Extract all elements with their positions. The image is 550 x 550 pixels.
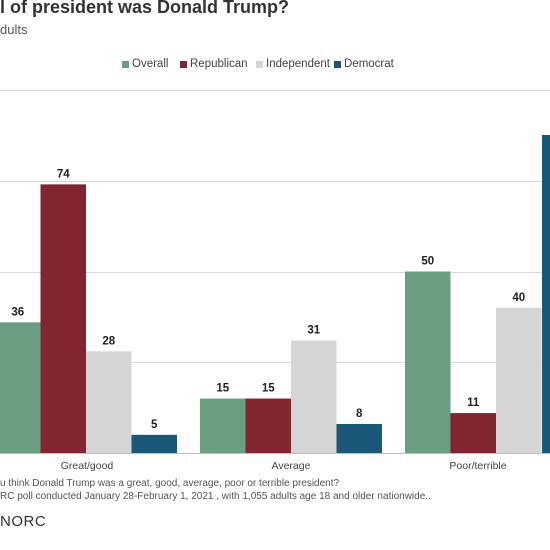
bar-democrat-2-partial (542, 135, 550, 453)
bar-independent-2 (496, 307, 542, 453)
bar-republican-2 (450, 413, 496, 453)
legend-item-republican: Republican (180, 58, 248, 70)
legend-item-overall: Overall (122, 58, 168, 70)
legend-swatch-independent (256, 60, 263, 68)
data-label-overall-2: 50 (421, 256, 434, 268)
category-label-0: Great/good (61, 460, 114, 472)
data-label-overall-1: 15 (216, 383, 229, 395)
bar-republican-1 (245, 398, 291, 453)
bar-independent-0 (86, 351, 132, 453)
bar-overall-0 (0, 322, 41, 453)
data-label-independent-1: 31 (307, 324, 320, 336)
legend-swatch-democrat (334, 60, 341, 68)
data-label-democrat-0: 5 (151, 419, 158, 431)
bar-overall-1 (200, 398, 246, 453)
data-label-democrat-1: 8 (356, 408, 363, 420)
legend: Overall Republican Independent Democrat (0, 58, 550, 74)
chart-title: l of president was Donald Trump? (0, 0, 290, 17)
data-label-republican-1: 15 (262, 383, 275, 395)
bar-democrat-1 (336, 423, 382, 453)
bar-democrat-0 (131, 434, 177, 453)
data-label-independent-0: 28 (102, 335, 115, 347)
legend-label-independent: Independent (266, 58, 330, 70)
category-label-2: Poor/terrible (449, 460, 506, 472)
bar-overall-2 (405, 271, 451, 453)
chart-subtitle: dults (0, 22, 28, 37)
legend-swatch-overall (122, 60, 129, 68)
category-label-1: Average (272, 460, 311, 472)
legend-swatch-republican (180, 60, 187, 68)
footnote-question: u think Donald Trump was a great, good, … (0, 478, 340, 489)
footnote-source: RC poll conducted January 28-February 1,… (0, 491, 431, 502)
legend-label-democrat: Democrat (344, 58, 394, 70)
data-label-republican-2: 11 (467, 397, 480, 409)
bar-independent-1 (291, 340, 337, 453)
bar-republican-0 (40, 184, 86, 453)
data-label-republican-0: 74 (57, 168, 70, 180)
legend-item-democrat: Democrat (334, 58, 394, 70)
norc-logo-text: NORC (0, 513, 47, 530)
data-label-overall-0: 36 (11, 306, 24, 318)
legend-label-overall: Overall (132, 58, 169, 70)
legend-item-independent: Independent (256, 58, 330, 70)
legend-label-republican: Republican (190, 58, 248, 70)
data-label-independent-2: 40 (512, 292, 525, 304)
